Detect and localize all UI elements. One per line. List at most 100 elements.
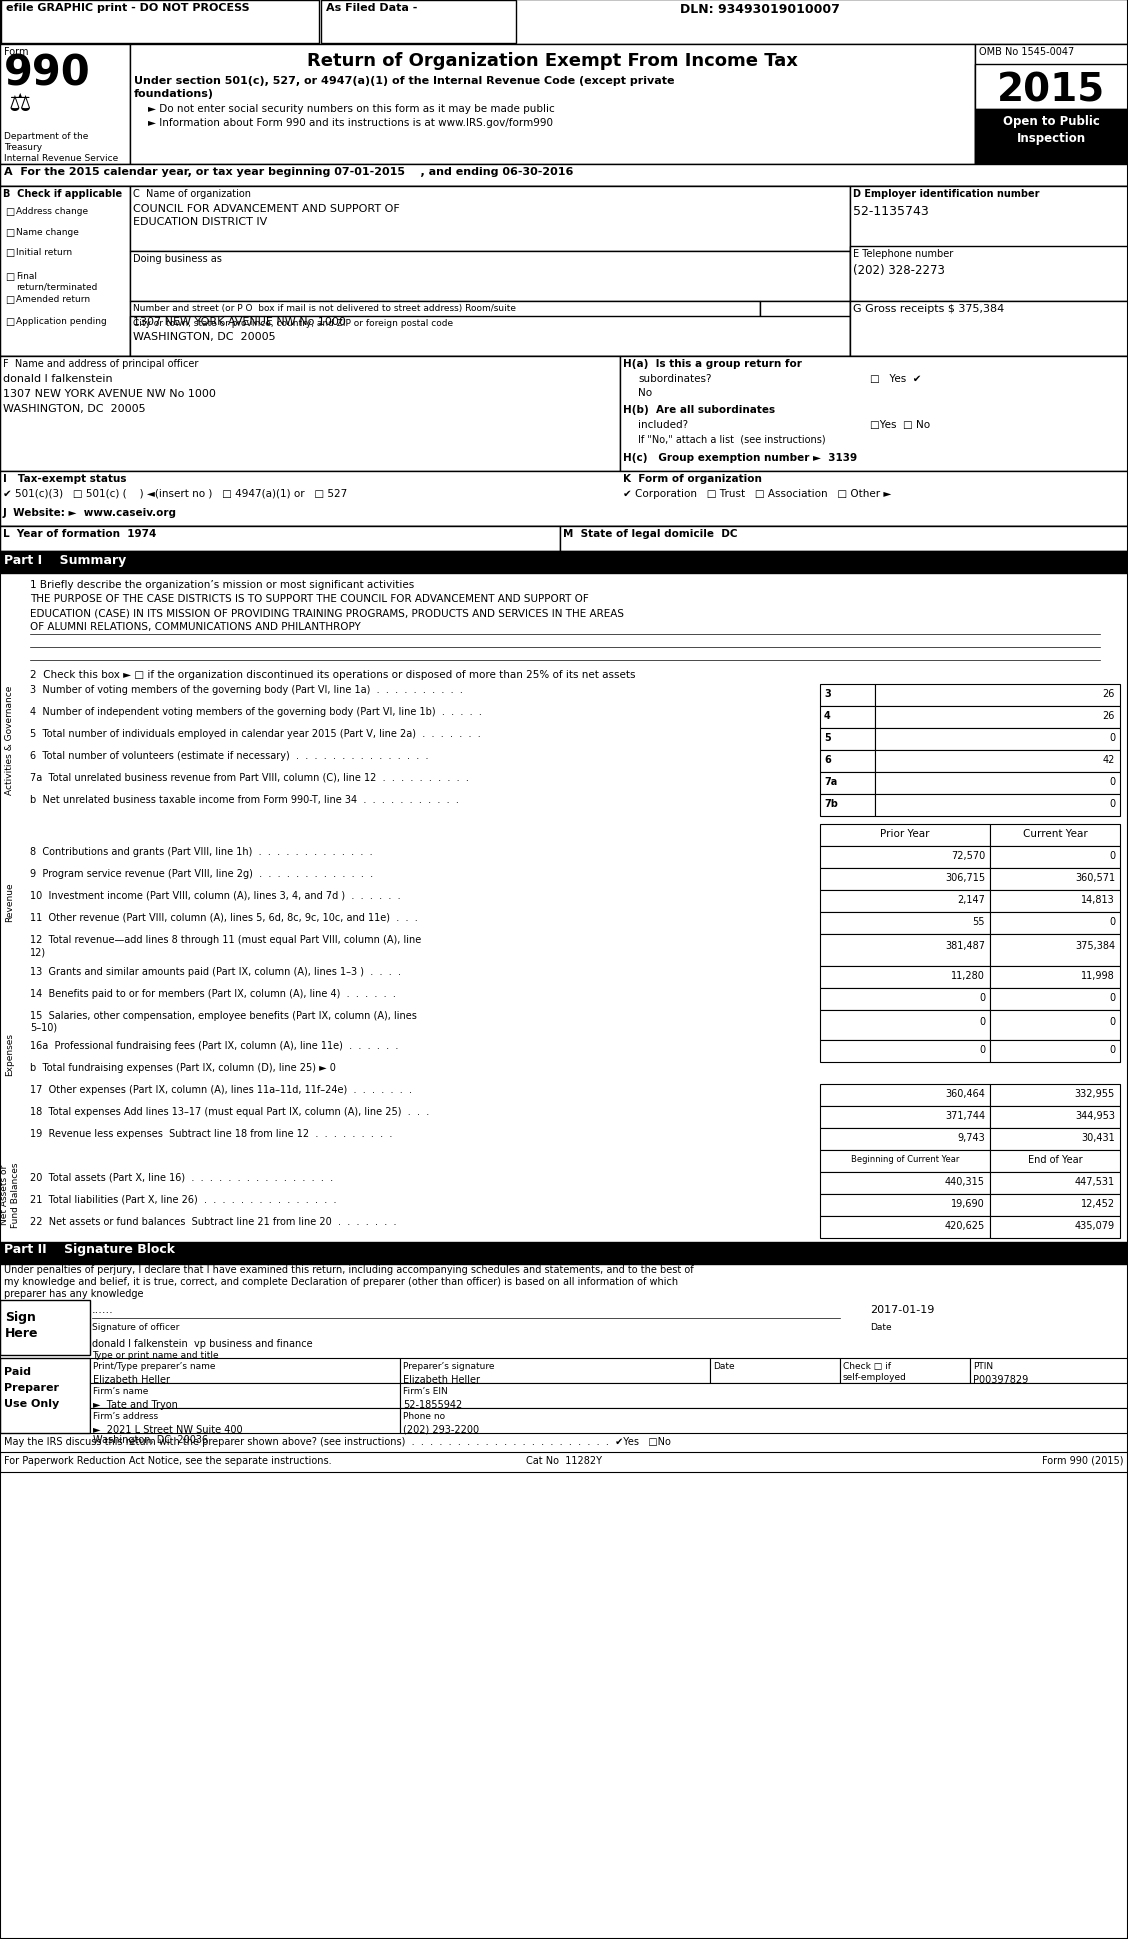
- Text: ►  2021 L Street NW Suite 400: ► 2021 L Street NW Suite 400: [92, 1425, 243, 1435]
- Text: Doing business as: Doing business as: [133, 254, 222, 264]
- Text: □: □: [5, 229, 15, 238]
- Text: Expenses: Expenses: [6, 1033, 15, 1076]
- Bar: [820, 750, 875, 772]
- Text: 0: 0: [1109, 778, 1114, 787]
- Text: Initial return: Initial return: [16, 248, 72, 256]
- Text: 21  Total liabilities (Part X, line 26)  .  .  .  .  .  .  .  .  .  .  .  .  .  : 21 Total liabilities (Part X, line 26) .…: [30, 1194, 336, 1204]
- Bar: [990, 890, 1120, 913]
- Text: OF ALUMNI RELATIONS, COMMUNICATIONS AND PHILANTHROPY: OF ALUMNI RELATIONS, COMMUNICATIONS AND …: [30, 622, 361, 632]
- Bar: [400, 1408, 1128, 1433]
- Text: H(c)   Group exemption number ►  3139: H(c) Group exemption number ► 3139: [623, 454, 857, 463]
- Bar: [875, 772, 1120, 795]
- Text: foundations): foundations): [134, 89, 214, 99]
- Bar: [0, 357, 620, 471]
- Text: 5–10): 5–10): [30, 1022, 58, 1032]
- Bar: [990, 1150, 1120, 1173]
- Text: 11  Other revenue (Part VIII, column (A), lines 5, 6d, 8c, 9c, 10c, and 11e)  . : 11 Other revenue (Part VIII, column (A),…: [30, 913, 417, 923]
- Bar: [851, 246, 1128, 302]
- Text: 0: 0: [1109, 993, 1114, 1002]
- Text: 7a  Total unrelated business revenue from Part VIII, column (C), line 12  .  .  : 7a Total unrelated business revenue from…: [30, 772, 469, 783]
- Text: Cat No  11282Y: Cat No 11282Y: [526, 1456, 602, 1466]
- Text: Elizabeth Heller: Elizabeth Heller: [403, 1375, 481, 1384]
- Text: ►  Tate and Tryon: ► Tate and Tryon: [92, 1400, 178, 1410]
- Text: Inspection: Inspection: [1016, 132, 1085, 145]
- Bar: [760, 302, 851, 357]
- Bar: [130, 186, 851, 252]
- Bar: [970, 1359, 1128, 1383]
- Text: May the IRS discuss this return with the preparer shown above? (see instructions: May the IRS discuss this return with the…: [5, 1437, 671, 1446]
- Text: ► Do not enter social security numbers on this form as it may be made public: ► Do not enter social security numbers o…: [148, 105, 555, 114]
- Bar: [990, 1216, 1120, 1239]
- Bar: [990, 1107, 1120, 1128]
- Bar: [990, 966, 1120, 989]
- Bar: [820, 684, 875, 706]
- Text: 447,531: 447,531: [1075, 1177, 1114, 1187]
- Bar: [321, 2, 515, 45]
- Text: 72,570: 72,570: [951, 851, 985, 861]
- Bar: [559, 527, 1128, 553]
- Bar: [975, 66, 1128, 111]
- Text: H(a)  Is this a group return for: H(a) Is this a group return for: [623, 359, 802, 368]
- Text: 1307 NEW YORK AVENUE NW No 1000: 1307 NEW YORK AVENUE NW No 1000: [133, 316, 346, 328]
- Bar: [90, 1408, 400, 1433]
- Text: Form: Form: [5, 47, 28, 56]
- Text: B  Check if applicable: B Check if applicable: [3, 188, 122, 200]
- Text: Phone no: Phone no: [403, 1412, 446, 1419]
- Bar: [90, 1359, 400, 1383]
- Text: Number and street (or P O  box if mail is not delivered to street address) Room/: Number and street (or P O box if mail is…: [133, 304, 515, 312]
- Text: 4: 4: [823, 710, 830, 721]
- Text: Check □ if: Check □ if: [843, 1361, 891, 1371]
- Text: my knowledge and belief, it is true, correct, and complete Declaration of prepar: my knowledge and belief, it is true, cor…: [5, 1276, 678, 1286]
- Text: 2,147: 2,147: [958, 894, 985, 904]
- Text: 8  Contributions and grants (Part VIII, line 1h)  .  .  .  .  .  .  .  .  .  .  : 8 Contributions and grants (Part VIII, l…: [30, 847, 372, 857]
- Text: 0: 0: [979, 1016, 985, 1026]
- Text: 9  Program service revenue (Part VIII, line 2g)  .  .  .  .  .  .  .  .  .  .  .: 9 Program service revenue (Part VIII, li…: [30, 869, 373, 878]
- Text: WASHINGTON, DC  20005: WASHINGTON, DC 20005: [3, 403, 146, 413]
- Text: Activities & Governance: Activities & Governance: [6, 684, 15, 795]
- Text: 19,690: 19,690: [951, 1198, 985, 1208]
- Bar: [990, 913, 1120, 935]
- Bar: [820, 1041, 990, 1063]
- Text: Current Year: Current Year: [1023, 828, 1087, 838]
- Text: L  Year of formation  1974: L Year of formation 1974: [3, 529, 157, 539]
- Text: A  For the 2015 calendar year, or tax year beginning 07-01-2015    , and ending : A For the 2015 calendar year, or tax yea…: [5, 167, 573, 176]
- Bar: [0, 45, 130, 165]
- Text: □: □: [5, 295, 15, 304]
- Text: Internal Revenue Service: Internal Revenue Service: [5, 153, 118, 163]
- Text: 52-1855942: 52-1855942: [403, 1400, 462, 1410]
- Text: ✔ 501(c)(3)   □ 501(c) (    ) ◄(insert no )   □ 4947(a)(1) or   □ 527: ✔ 501(c)(3) □ 501(c) ( ) ◄(insert no ) □…: [3, 489, 347, 498]
- Text: included?: included?: [638, 419, 688, 430]
- Text: 0: 0: [1109, 799, 1114, 809]
- Bar: [130, 316, 851, 357]
- Text: Here: Here: [5, 1326, 38, 1340]
- Text: 2017-01-19: 2017-01-19: [870, 1305, 934, 1315]
- Text: Return of Organization Exempt From Income Tax: Return of Organization Exempt From Incom…: [307, 52, 797, 70]
- Text: Prior Year: Prior Year: [880, 828, 929, 838]
- Text: COUNCIL FOR ADVANCEMENT AND SUPPORT OF: COUNCIL FOR ADVANCEMENT AND SUPPORT OF: [133, 204, 399, 213]
- Text: 26: 26: [1103, 710, 1114, 721]
- Text: Department of the: Department of the: [5, 132, 88, 142]
- Text: 52-1135743: 52-1135743: [853, 206, 928, 217]
- Bar: [820, 1194, 990, 1216]
- Text: 420,625: 420,625: [945, 1220, 985, 1231]
- Text: □: □: [5, 271, 15, 281]
- Text: DLN: 93493019010007: DLN: 93493019010007: [680, 4, 840, 16]
- Text: b  Total fundraising expenses (Part IX, column (D), line 25) ► 0: b Total fundraising expenses (Part IX, c…: [30, 1063, 336, 1072]
- Text: donald l falkenstein  vp business and finance: donald l falkenstein vp business and fin…: [92, 1338, 312, 1348]
- Text: self-employed: self-employed: [843, 1373, 907, 1381]
- Bar: [990, 847, 1120, 869]
- Bar: [990, 935, 1120, 966]
- Bar: [990, 1084, 1120, 1107]
- Text: Final
return/terminated: Final return/terminated: [16, 271, 97, 291]
- Text: ⚖: ⚖: [8, 91, 30, 116]
- Bar: [90, 1383, 400, 1408]
- Text: Net Assets or
Fund Balances: Net Assets or Fund Balances: [0, 1161, 19, 1227]
- Text: Amended return: Amended return: [16, 295, 90, 304]
- Text: 16a  Professional fundraising fees (Part IX, column (A), line 11e)  .  .  .  .  : 16a Professional fundraising fees (Part …: [30, 1041, 398, 1051]
- Text: 17  Other expenses (Part IX, column (A), lines 11a–11d, 11f–24e)  .  .  .  .  . : 17 Other expenses (Part IX, column (A), …: [30, 1084, 412, 1094]
- Text: Form 990 (2015): Form 990 (2015): [1042, 1456, 1123, 1466]
- Text: 15  Salaries, other compensation, employee benefits (Part IX, column (A), lines: 15 Salaries, other compensation, employe…: [30, 1010, 417, 1020]
- Text: 435,079: 435,079: [1075, 1220, 1114, 1231]
- Text: G Gross receipts $ 375,384: G Gross receipts $ 375,384: [853, 304, 1004, 314]
- Bar: [975, 111, 1128, 165]
